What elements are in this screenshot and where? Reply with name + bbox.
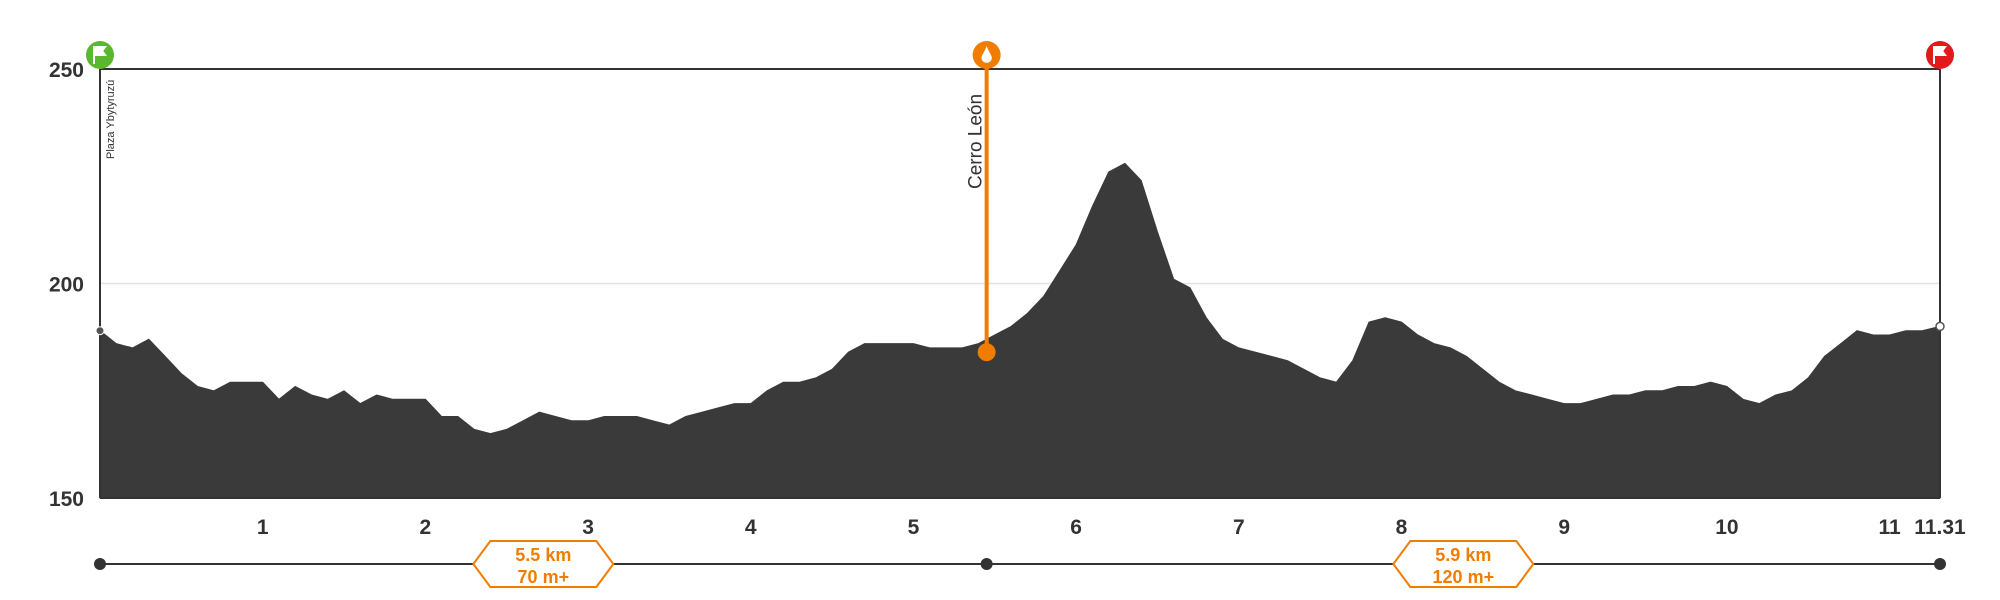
segment-ascent-label: 120 m+: [1433, 567, 1495, 587]
x-tick-label: 5: [908, 516, 920, 539]
start-flag-glyph: [93, 46, 107, 64]
water-drop-glyph: [981, 46, 992, 63]
x-tick-label: 8: [1396, 516, 1408, 539]
x-tick-label: 4: [745, 516, 757, 539]
waypoints: Plaza Ybytyruzú Cerro León: [86, 41, 1954, 362]
elevation-area-path: [99, 162, 1941, 499]
start-point-marker: [95, 326, 105, 336]
finish-point-marker: [1935, 321, 1945, 332]
segment-distance-label: 5.9 km: [1435, 545, 1491, 565]
x-tick-label: 7: [1233, 516, 1245, 539]
waypoint-label-cerro-leon: Cerro León: [966, 94, 987, 189]
x-tick-label: 9: [1558, 516, 1570, 539]
segment-badge: [1392, 540, 1535, 588]
segment-badge: [472, 540, 615, 588]
x-tick-label: 6: [1070, 516, 1082, 539]
y-tick-label: 150: [49, 488, 84, 511]
segment-ascent-label: 70 m+: [518, 567, 570, 587]
y-tick-label: 200: [49, 274, 84, 297]
grid-lines: [100, 68, 1940, 285]
segment-stop-marker: [980, 558, 993, 570]
segment-stop-marker: [94, 558, 106, 570]
x-tick-label: 1: [257, 516, 269, 539]
segment-distance-label: 5.5 km: [515, 545, 571, 565]
x-tick-label: 10: [1715, 516, 1738, 539]
x-tick-label: 11.31: [1914, 516, 1966, 539]
x-tick-label: 3: [582, 516, 594, 539]
finish-flag-glyph: [1933, 46, 1947, 64]
waypoint-point-marker: [977, 343, 996, 362]
axes: 150 200 250 1 2 3 4 5 6 7 8 9 10 11 11.31: [49, 59, 1966, 539]
y-tick-label: 250: [49, 59, 84, 82]
segment-stop-marker: [1934, 558, 1946, 570]
x-tick-label: 11: [1878, 516, 1901, 539]
x-tick-label: 2: [420, 516, 432, 539]
elevation-area: [99, 162, 1941, 499]
waypoint-label-start: Plaza Ybytyruzú: [105, 80, 117, 159]
